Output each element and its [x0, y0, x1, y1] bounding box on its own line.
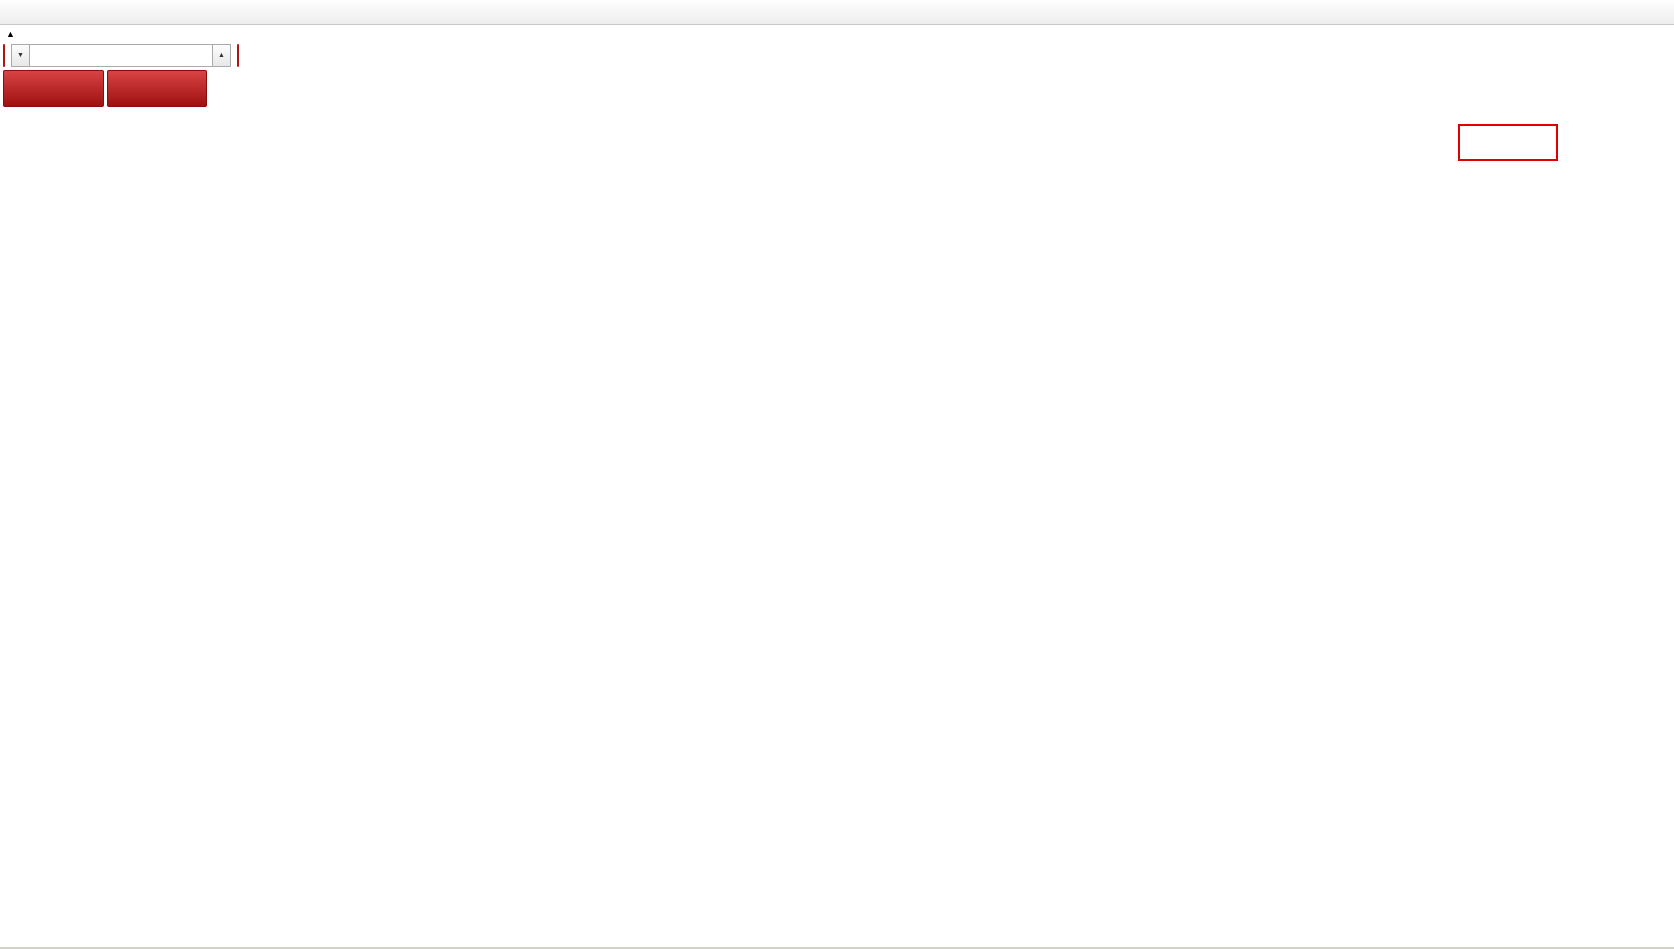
pivot-price-label-object[interactable]: [1458, 124, 1558, 161]
sell-button[interactable]: [3, 44, 5, 67]
toolbar: [0, 0, 1674, 25]
sell-price-box[interactable]: [3, 70, 104, 107]
symbol-ohlc-line: ▲: [6, 28, 21, 40]
window-edge: [0, 947, 1674, 949]
volume-up-button[interactable]: ▲: [212, 44, 231, 67]
buy-price-box[interactable]: [106, 70, 207, 107]
buy-button[interactable]: [237, 44, 239, 67]
one-click-trading-panel: ▼ ▲: [3, 44, 239, 107]
volume-input[interactable]: [30, 44, 212, 67]
collapse-arrow-icon[interactable]: ▲: [6, 29, 15, 39]
volume-down-button[interactable]: ▼: [11, 44, 30, 67]
